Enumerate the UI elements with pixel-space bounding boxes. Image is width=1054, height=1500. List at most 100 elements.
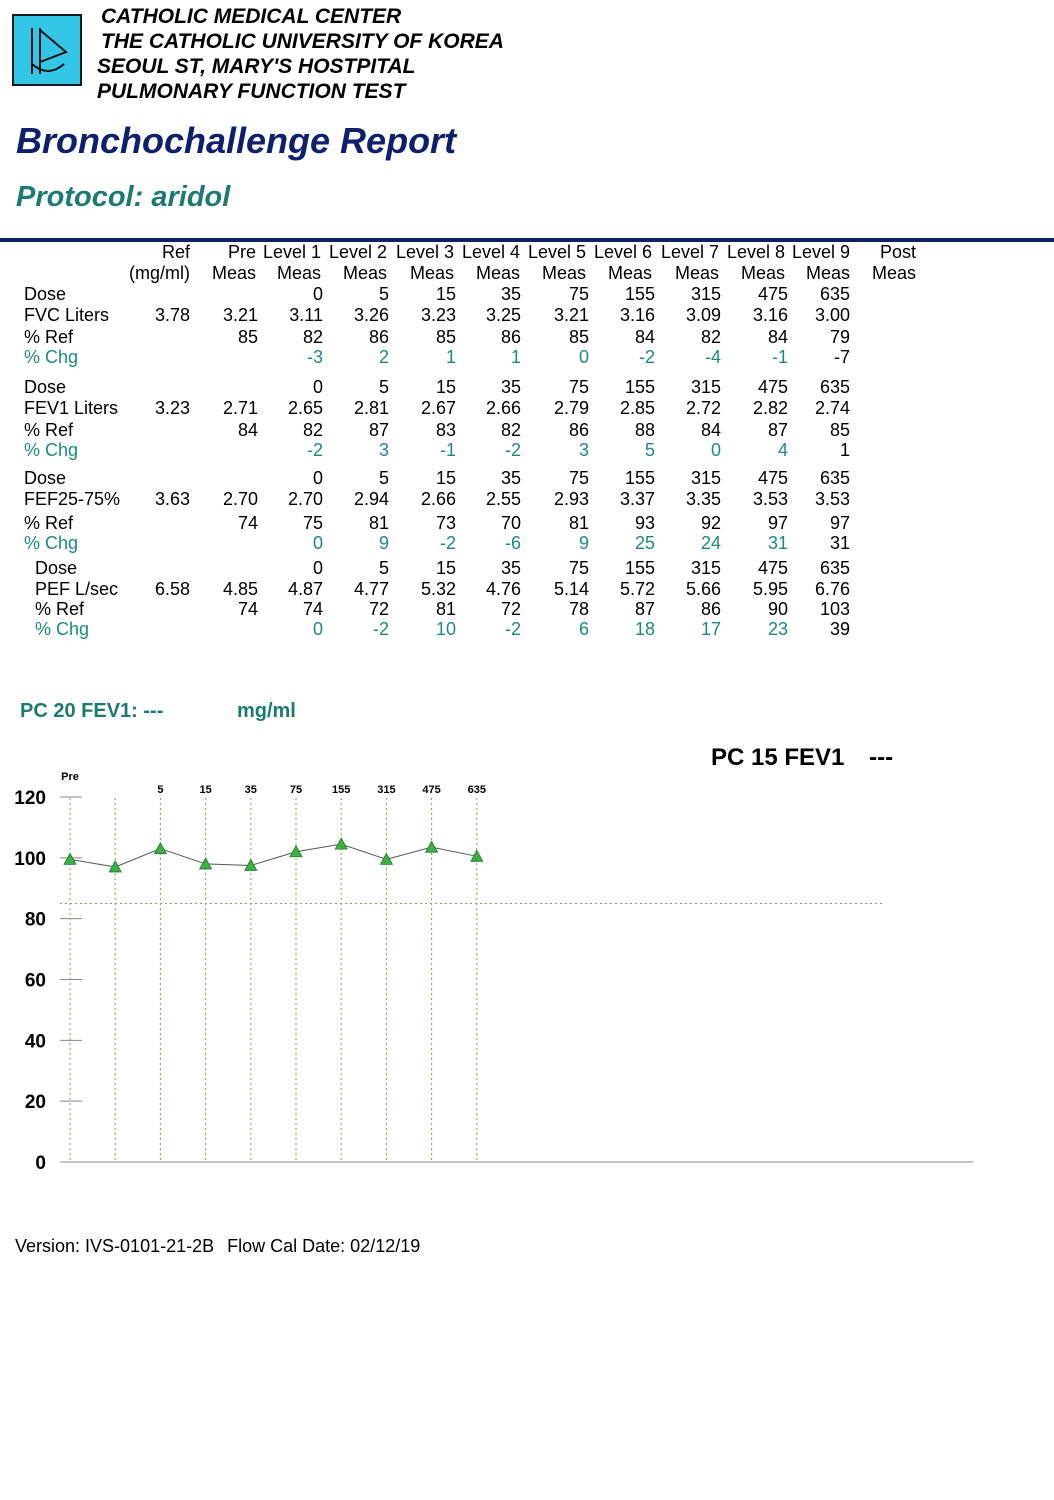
cal-date-text: Flow Cal Date: 02/12/19 [227,1236,421,1256]
table-cell: 155 [624,468,655,488]
hospital-logo [12,14,82,86]
table-cell: 2.79 [553,398,589,418]
row-label: % Ref [35,599,85,619]
table-cell: 5 [378,468,389,488]
table-cell: -3 [306,347,323,367]
table-cell: 82 [500,420,521,440]
table-cell: 3 [378,440,389,460]
table-cell: 635 [819,284,850,304]
table-cell: 2 [378,347,389,367]
column-header-bottom: Meas [607,263,652,283]
data-point-marker [108,860,122,873]
table-cell: 155 [624,558,655,578]
org-line-1: CATHOLIC MEDICAL CENTER [101,5,402,28]
table-cell: 103 [819,599,850,619]
y-tick-label: 20 [25,1092,46,1113]
table-cell: 6.76 [814,579,850,599]
table-cell: 5 [378,377,389,397]
table-cell: -2 [638,347,655,367]
table-cell: 35 [500,377,521,397]
table-cell: 3.16 [752,305,788,325]
table-cell: 88 [634,420,655,440]
table-cell: 2.82 [752,398,788,418]
table-cell: 315 [690,284,721,304]
table-cell: 10 [435,619,456,639]
table-cell: 2.71 [222,398,258,418]
table-cell: 74 [237,599,258,619]
table-cell: 5.32 [420,579,456,599]
table-cell: -2 [504,440,521,460]
protocol-value: aridol [151,181,231,213]
x-dose-label: 15 [199,784,211,796]
org-line-2: THE CATHOLIC UNIVERSITY OF KOREA [101,30,504,53]
row-label: Dose [24,468,67,488]
row-label: FEF25-75% [24,489,121,509]
table-cell: 2.65 [287,398,323,418]
y-tick-label: 80 [25,910,46,931]
table-cell: 25 [634,533,655,553]
table-cell: 72 [368,599,389,619]
table-cell: -1 [439,440,456,460]
table-cell: 3 [578,440,589,460]
table-cell: 0 [312,377,323,397]
row-label: PEF L/sec [35,579,119,599]
table-cell: 315 [690,377,721,397]
table-cell: 2.74 [814,398,850,418]
table-cell: 5 [378,284,389,304]
column-header-bottom: Meas [409,263,454,283]
pc20-label: PC 20 FEV1: [20,700,138,722]
table-cell: 0 [710,440,721,460]
report-title: Bronchochallenge Report [16,120,457,161]
table-cell: 81 [435,599,456,619]
table-cell: 2.70 [222,489,258,509]
table-cell: 0 [312,284,323,304]
table-cell: 0 [312,468,323,488]
table-cell: 5.72 [619,579,655,599]
table-cell: 4 [777,440,788,460]
table-cell: 475 [757,468,788,488]
column-header-top: Level 5 [527,242,586,262]
x-dose-label: 315 [377,784,395,796]
table-cell: 15 [435,468,456,488]
column-header-bottom: Meas [674,263,719,283]
table-cell: 0 [312,558,323,578]
table-cell: 93 [634,513,655,533]
table-cell: 3.16 [619,305,655,325]
column-header-bottom: Meas [276,263,321,283]
table-cell: 3.37 [619,489,655,509]
row-label: FVC Liters [24,305,110,325]
table-cell: -2 [504,619,521,639]
table-cell: 3.35 [685,489,721,509]
data-point-marker [289,844,303,858]
table-cell: 2.70 [287,489,323,509]
y-tick-label: 0 [35,1153,46,1174]
table-cell: 15 [435,377,456,397]
table-cell: 155 [624,284,655,304]
table-cell: 97 [829,513,850,533]
table-cell: 3.53 [752,489,788,509]
row-label: Dose [35,558,78,578]
table-cell: 79 [829,327,850,347]
column-header-top: Level 8 [726,242,785,262]
x-dose-label: 635 [468,784,486,796]
table-cell: 2.94 [353,489,389,509]
y-tick-label: 40 [25,1031,46,1052]
column-header-top: Level 2 [328,242,387,262]
row-label: % Chg [24,347,79,367]
data-point-marker [153,841,168,855]
table-cell: 3.09 [685,305,721,325]
table-cell: 75 [568,284,589,304]
table-cell: 4.85 [222,579,258,599]
column-header-top: Level 4 [461,242,520,262]
table-cell: 31 [767,533,788,553]
row-label: % Ref [24,513,74,533]
table-cell: 92 [700,513,721,533]
y-tick-label: 60 [25,971,46,992]
table-cell: 1 [839,440,850,460]
table-cell: -6 [504,533,521,553]
table-cell: 3.53 [814,489,850,509]
table-cell: 2.81 [353,398,389,418]
table-cell: 87 [634,599,655,619]
table-cell: 35 [500,558,521,578]
pc15-label: PC 15 FEV1 [711,744,845,771]
